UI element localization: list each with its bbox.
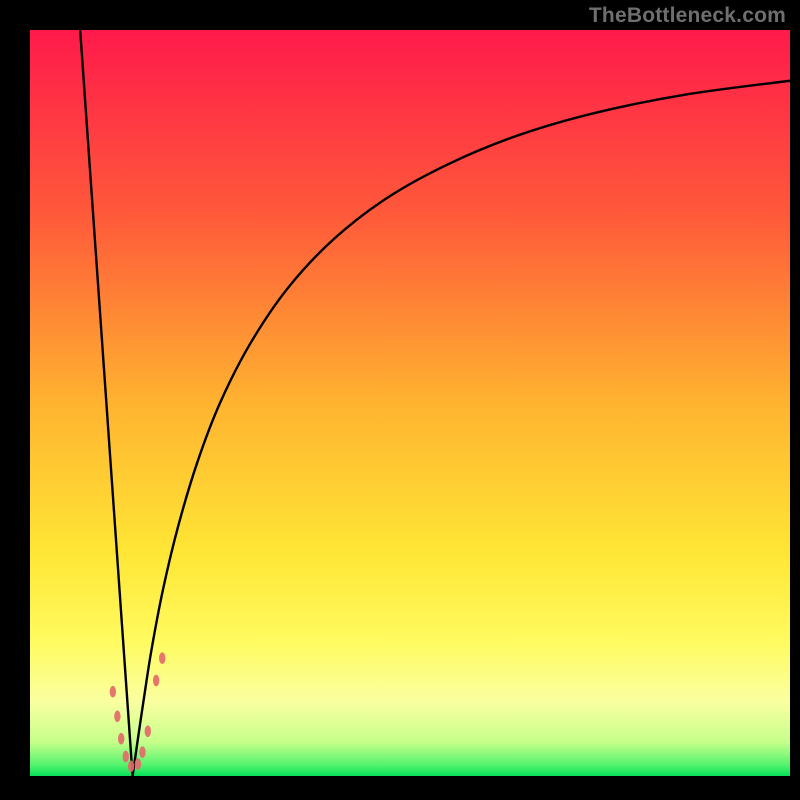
marker-dot xyxy=(139,746,145,758)
marker-dot xyxy=(153,675,159,687)
marker-dot xyxy=(128,761,134,773)
marker-dot xyxy=(114,711,120,723)
gradient-background xyxy=(30,30,790,776)
chart-frame: TheBottleneck.com xyxy=(0,0,800,800)
marker-dot xyxy=(135,758,141,770)
marker-dot xyxy=(159,652,165,664)
plot-area xyxy=(30,30,790,776)
marker-dot xyxy=(145,725,151,737)
marker-dot xyxy=(118,733,124,745)
marker-dot xyxy=(123,751,129,763)
marker-dot xyxy=(110,686,116,698)
watermark-text: TheBottleneck.com xyxy=(589,4,786,28)
